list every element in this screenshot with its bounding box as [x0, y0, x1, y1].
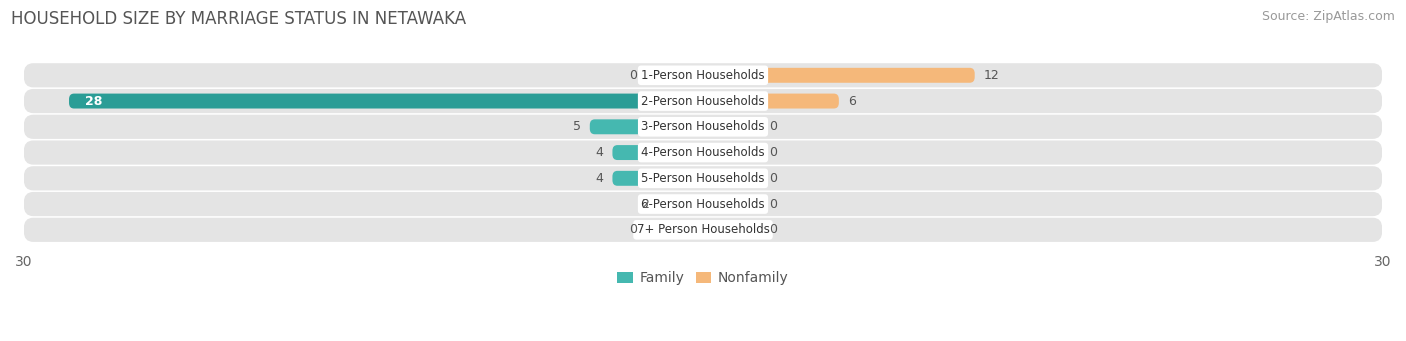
Text: 5: 5	[572, 120, 581, 133]
FancyBboxPatch shape	[658, 197, 703, 211]
Text: 28: 28	[84, 94, 103, 107]
Legend: Family, Nonfamily: Family, Nonfamily	[612, 266, 794, 291]
Text: 0: 0	[769, 197, 776, 210]
FancyBboxPatch shape	[647, 222, 703, 237]
FancyBboxPatch shape	[703, 171, 759, 186]
Text: 0: 0	[630, 223, 637, 236]
FancyBboxPatch shape	[24, 63, 1382, 87]
FancyBboxPatch shape	[703, 119, 759, 134]
Text: 6: 6	[848, 94, 856, 107]
FancyBboxPatch shape	[703, 68, 974, 83]
Text: 4: 4	[596, 146, 603, 159]
Text: 2-Person Households: 2-Person Households	[641, 94, 765, 107]
Text: 12: 12	[984, 69, 1000, 82]
Text: Source: ZipAtlas.com: Source: ZipAtlas.com	[1261, 10, 1395, 23]
FancyBboxPatch shape	[24, 166, 1382, 190]
Text: 0: 0	[769, 120, 776, 133]
Text: 6-Person Households: 6-Person Households	[641, 197, 765, 210]
FancyBboxPatch shape	[613, 171, 703, 186]
FancyBboxPatch shape	[703, 145, 759, 160]
FancyBboxPatch shape	[613, 145, 703, 160]
Text: 0: 0	[769, 172, 776, 185]
FancyBboxPatch shape	[24, 89, 1382, 113]
Text: 7+ Person Households: 7+ Person Households	[637, 223, 769, 236]
Text: HOUSEHOLD SIZE BY MARRIAGE STATUS IN NETAWAKA: HOUSEHOLD SIZE BY MARRIAGE STATUS IN NET…	[11, 10, 467, 28]
Text: 5-Person Households: 5-Person Households	[641, 172, 765, 185]
FancyBboxPatch shape	[703, 222, 759, 237]
FancyBboxPatch shape	[647, 68, 703, 83]
Text: 3-Person Households: 3-Person Households	[641, 120, 765, 133]
Text: 4: 4	[596, 172, 603, 185]
Text: 0: 0	[769, 223, 776, 236]
FancyBboxPatch shape	[69, 93, 703, 108]
Text: 0: 0	[769, 146, 776, 159]
FancyBboxPatch shape	[703, 197, 759, 211]
FancyBboxPatch shape	[589, 119, 703, 134]
FancyBboxPatch shape	[24, 115, 1382, 139]
Text: 2: 2	[641, 197, 648, 210]
FancyBboxPatch shape	[703, 93, 839, 108]
FancyBboxPatch shape	[24, 140, 1382, 165]
FancyBboxPatch shape	[24, 218, 1382, 242]
FancyBboxPatch shape	[24, 192, 1382, 216]
Text: 1-Person Households: 1-Person Households	[641, 69, 765, 82]
Text: 0: 0	[630, 69, 637, 82]
Text: 4-Person Households: 4-Person Households	[641, 146, 765, 159]
